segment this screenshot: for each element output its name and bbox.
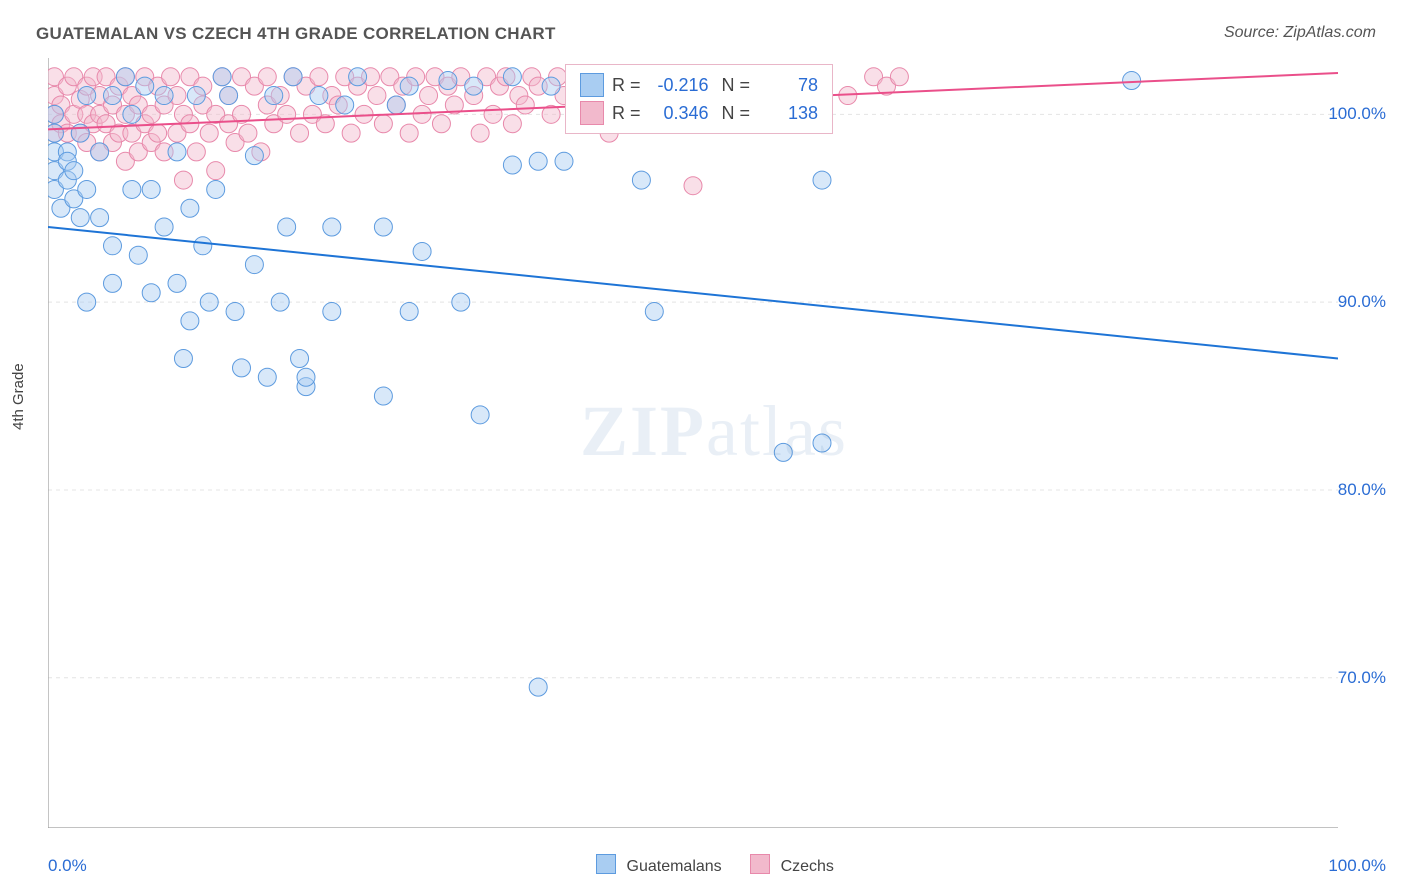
legend-label-guatemalans: Guatemalans: [627, 858, 722, 875]
source-attribution: Source: ZipAtlas.com: [1224, 24, 1376, 42]
y-tick-label: 70.0%: [1338, 668, 1386, 688]
stats-R-czechs: 0.346: [649, 103, 709, 124]
stats-swatch-guatemalans: [580, 73, 604, 97]
watermark-zip: ZIP: [580, 391, 706, 471]
stats-swatch-czechs: [580, 101, 604, 125]
stats-N-czechs: 138: [758, 103, 818, 124]
y-tick-label: 100.0%: [1328, 104, 1386, 124]
stats-R-label: R =: [612, 75, 641, 96]
stats-legend: R = -0.216 N = 78 R = 0.346 N = 138: [565, 64, 833, 134]
y-axis-label: 4th Grade: [10, 363, 27, 430]
y-tick-label: 90.0%: [1338, 292, 1386, 312]
legend-swatch-czechs: [750, 854, 770, 874]
legend-label-czechs: Czechs: [781, 858, 834, 875]
stats-R-label: R =: [612, 103, 641, 124]
watermark-atlas: atlas: [706, 391, 848, 471]
stats-row-czechs: R = 0.346 N = 138: [580, 99, 818, 127]
stats-R-guatemalans: -0.216: [649, 75, 709, 96]
legend-swatch-guatemalans: [596, 854, 616, 874]
stats-row-guatemalans: R = -0.216 N = 78: [580, 71, 818, 99]
stats-N-guatemalans: 78: [758, 75, 818, 96]
watermark: ZIPatlas: [580, 390, 848, 473]
chart-title: GUATEMALAN VS CZECH 4TH GRADE CORRELATIO…: [36, 24, 556, 44]
stats-N-label: N =: [717, 103, 751, 124]
bottom-legend: Guatemalans Czechs: [0, 854, 1406, 876]
stats-N-label: N =: [717, 75, 751, 96]
y-tick-label: 80.0%: [1338, 480, 1386, 500]
